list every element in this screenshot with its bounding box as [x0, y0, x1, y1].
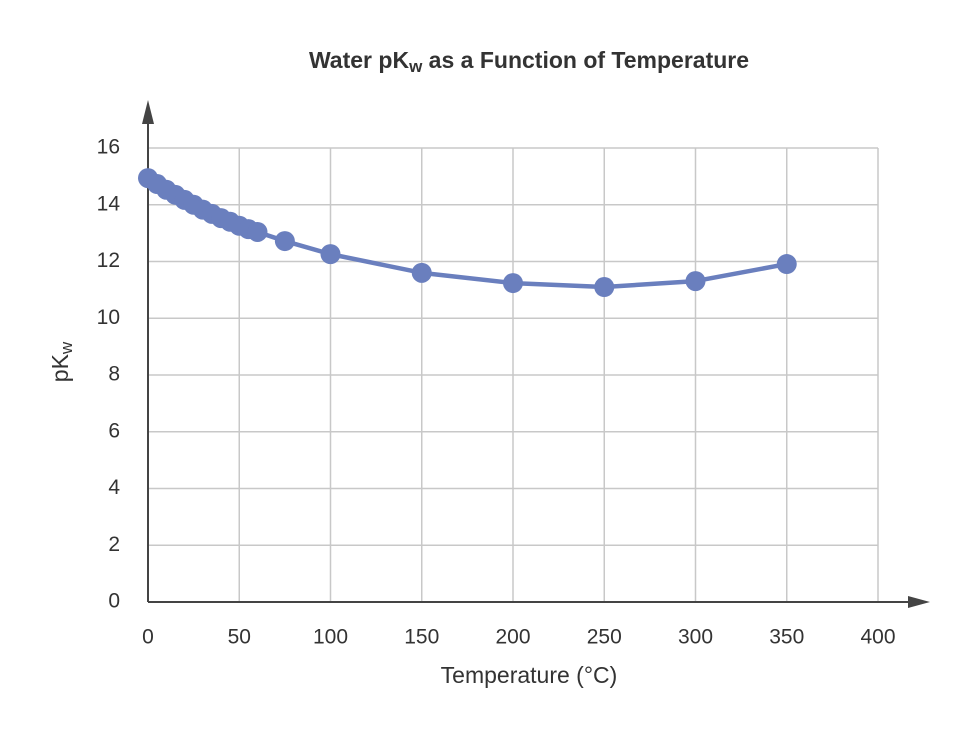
y-tick-label: 8	[108, 363, 120, 386]
data-point	[411, 262, 432, 283]
data-point	[594, 277, 615, 298]
data-point	[685, 271, 706, 292]
x-tick-label: 150	[404, 626, 439, 649]
y-tick-label: 14	[97, 192, 121, 215]
x-axis-arrow	[908, 596, 930, 608]
x-tick-label: 200	[495, 626, 530, 649]
data-point	[503, 273, 523, 294]
y-label-text: pK	[47, 353, 73, 382]
y-tick-label: 10	[97, 306, 120, 329]
chart-title: Water pKw as a Function of Temperature	[309, 47, 749, 76]
data-point	[247, 221, 268, 242]
title-text: as a Function of Temperature	[422, 47, 749, 73]
x-tick-label: 100	[313, 626, 348, 649]
x-tick-label: 400	[860, 626, 895, 649]
x-tick-label: 350	[769, 626, 804, 649]
y-label-subscript: w	[57, 341, 76, 355]
data-point	[320, 244, 341, 265]
y-axis-label: pKw	[47, 341, 76, 382]
y-tick-label: 0	[108, 590, 120, 613]
y-tick-label: 6	[108, 419, 120, 442]
x-tick-label: 250	[587, 626, 622, 649]
y-axis-arrow	[142, 100, 154, 124]
x-tick-label: 50	[228, 626, 251, 649]
x-tick-label: 300	[678, 626, 713, 649]
x-tick-label: 0	[142, 626, 154, 649]
data-point	[776, 254, 797, 275]
data-point	[274, 231, 295, 252]
y-tick-label: 12	[97, 249, 120, 272]
x-axis-label: Temperature (°C)	[441, 662, 618, 688]
title-text: Water pK	[309, 47, 409, 73]
y-tick-label: 2	[108, 533, 120, 556]
y-tick-label: 4	[108, 476, 120, 499]
y-tick-label: 16	[97, 136, 120, 159]
title-subscript: w	[408, 57, 423, 76]
